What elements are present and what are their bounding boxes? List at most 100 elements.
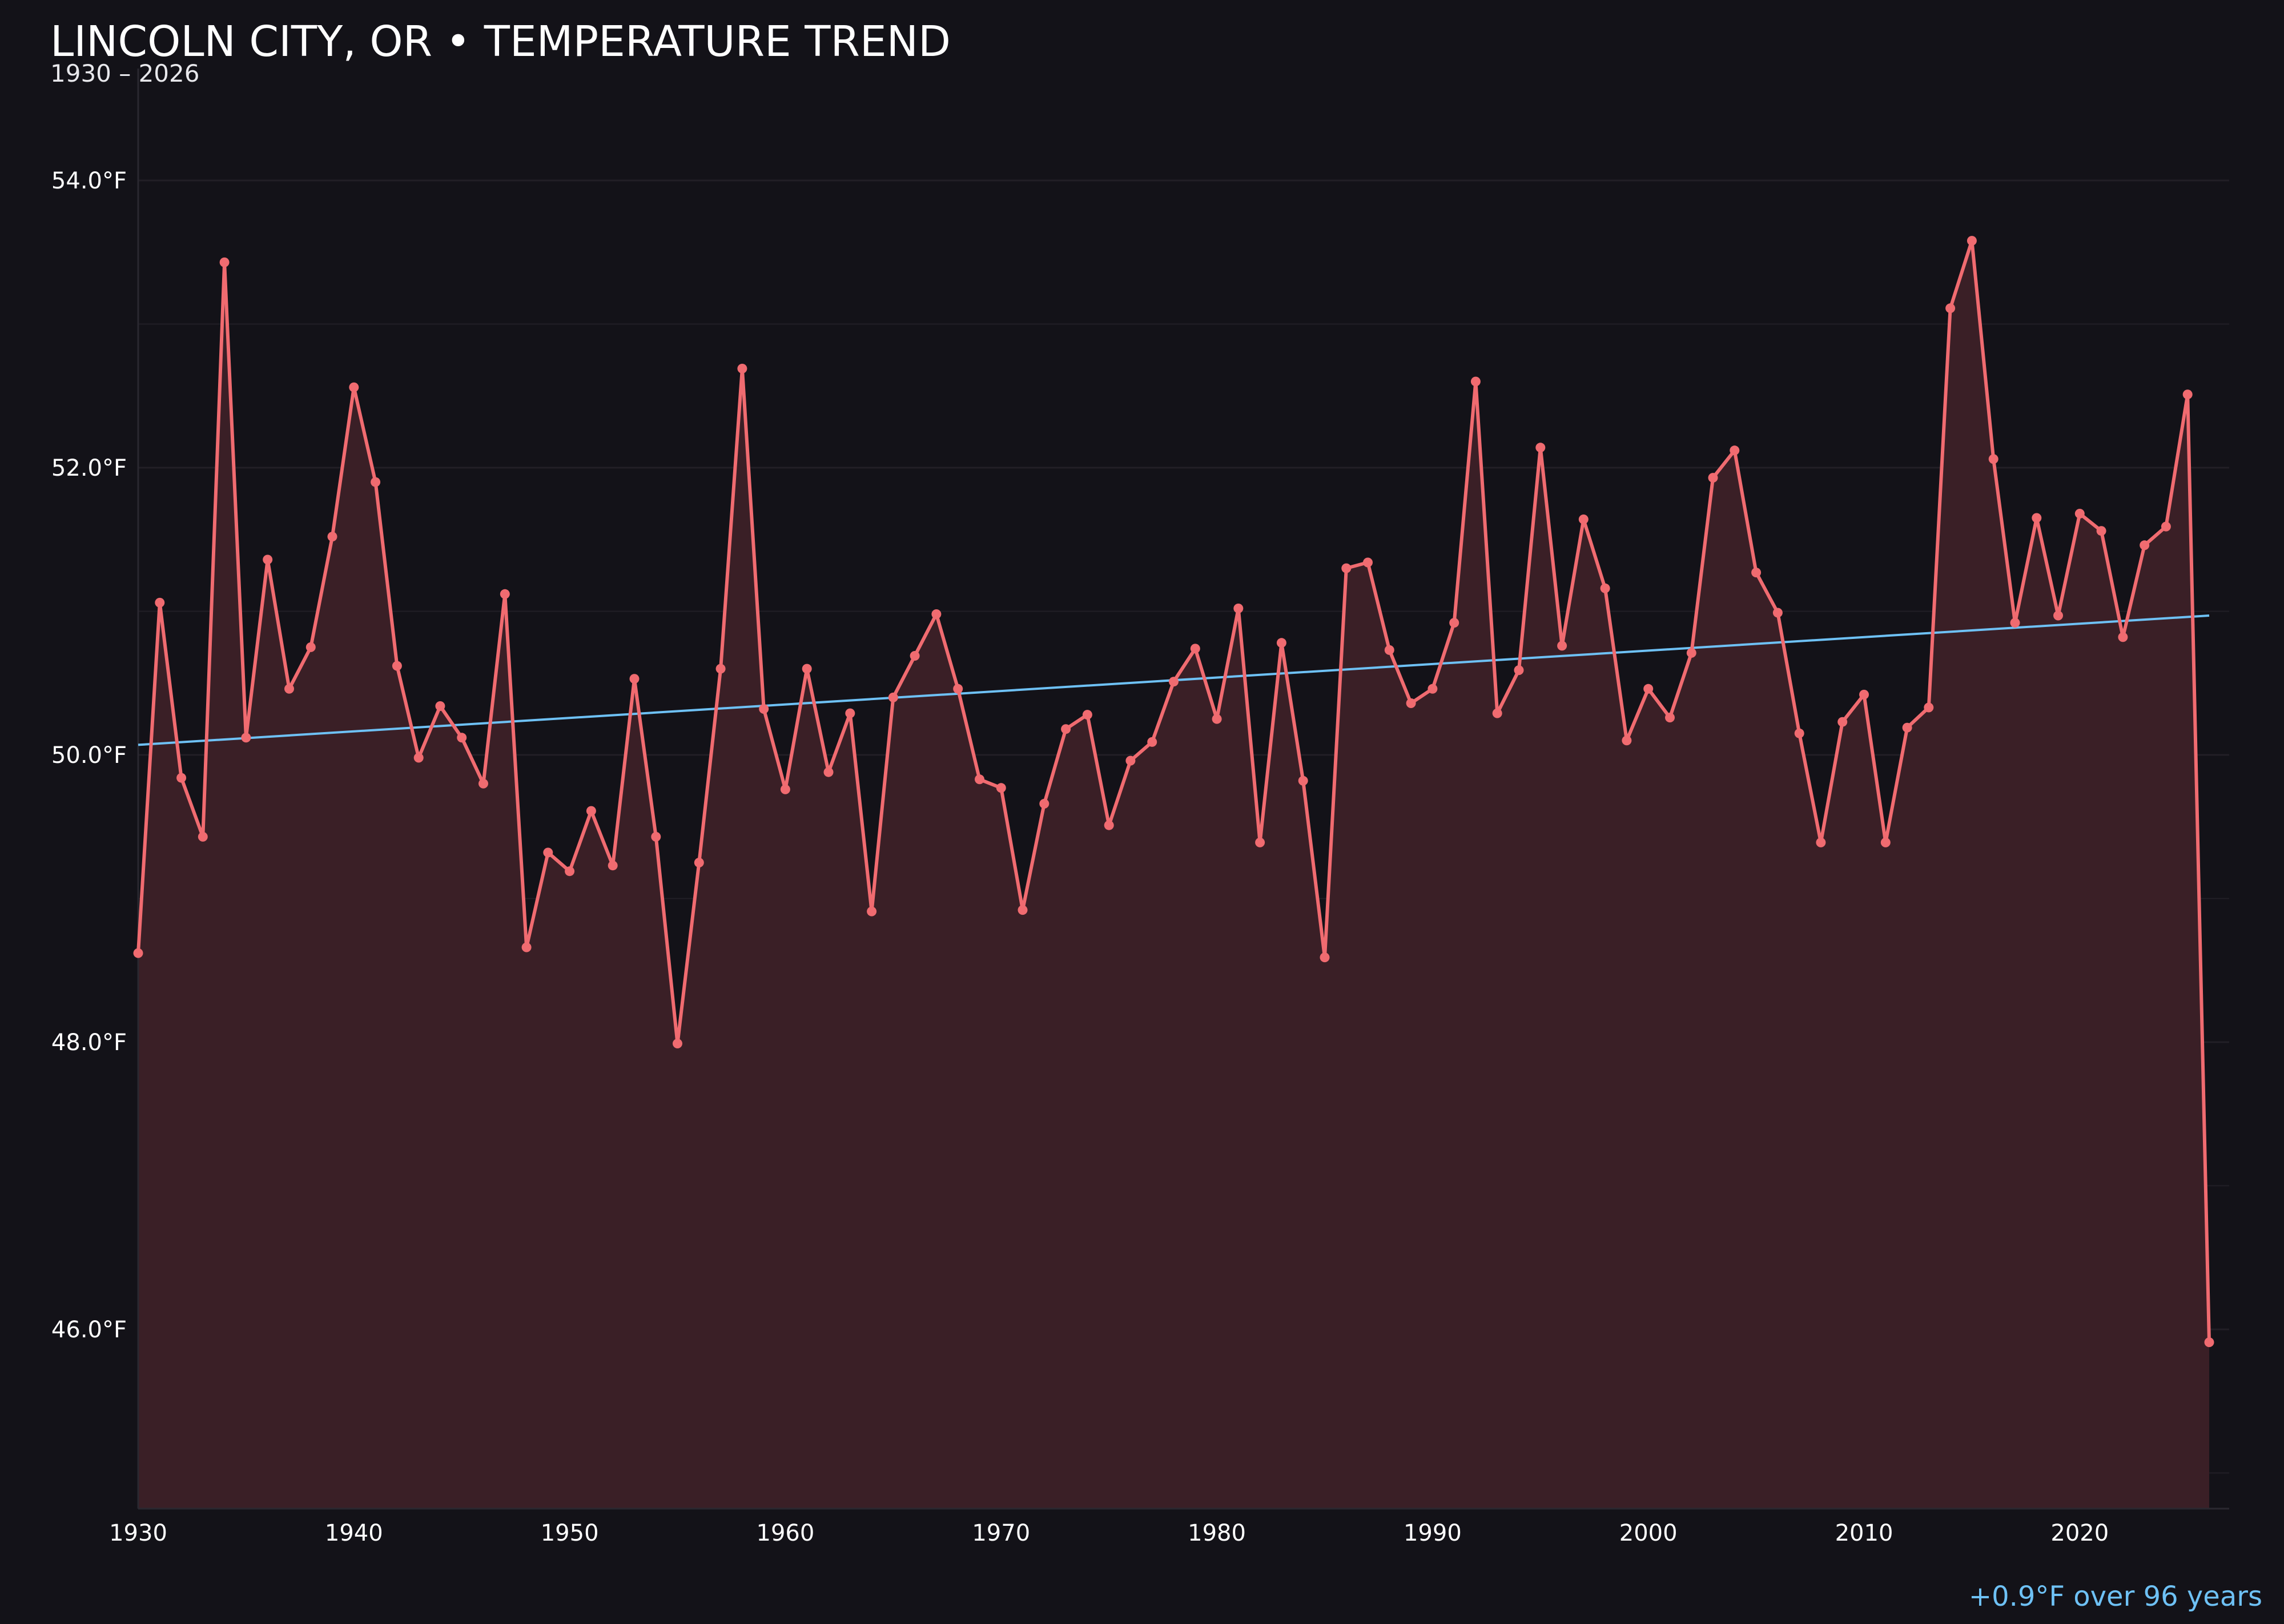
data-point-1995 bbox=[1535, 443, 1546, 453]
data-point-2005 bbox=[1751, 568, 1762, 578]
data-point-1996 bbox=[1557, 641, 1567, 651]
data-point-2014 bbox=[1945, 303, 1956, 313]
data-point-1942 bbox=[392, 661, 402, 671]
data-point-1937 bbox=[284, 684, 294, 694]
x-tick-label: 1970 bbox=[972, 1520, 1030, 1546]
x-tick-label: 1950 bbox=[541, 1520, 599, 1546]
data-point-2011 bbox=[1880, 837, 1891, 847]
data-point-1964 bbox=[867, 906, 877, 916]
data-point-2020 bbox=[2074, 509, 2085, 518]
x-tick-label: 2020 bbox=[2050, 1520, 2109, 1546]
x-tick-label: 1930 bbox=[109, 1520, 167, 1546]
data-point-1985 bbox=[1320, 952, 1330, 963]
data-point-2018 bbox=[2032, 513, 2042, 523]
data-point-1941 bbox=[371, 477, 381, 487]
data-point-1939 bbox=[327, 532, 337, 542]
data-point-1954 bbox=[651, 831, 661, 842]
data-point-1974 bbox=[1082, 710, 1092, 720]
chart-title: LINCOLN CITY, OR • TEMPERATURE TREND bbox=[50, 17, 951, 66]
data-point-1982 bbox=[1255, 837, 1265, 847]
data-point-1968 bbox=[953, 684, 963, 694]
data-point-1959 bbox=[759, 704, 769, 714]
data-point-1947 bbox=[500, 589, 510, 599]
data-point-1953 bbox=[629, 674, 640, 684]
data-point-1948 bbox=[521, 942, 532, 952]
data-point-1934 bbox=[219, 257, 230, 267]
data-point-1933 bbox=[198, 831, 208, 842]
axes bbox=[137, 69, 2229, 1510]
data-point-1975 bbox=[1104, 820, 1114, 830]
data-point-2009 bbox=[1837, 717, 1848, 727]
data-point-1945 bbox=[457, 733, 467, 743]
data-point-1936 bbox=[263, 554, 273, 565]
data-point-1994 bbox=[1514, 665, 1524, 676]
data-point-1956 bbox=[694, 858, 704, 868]
data-point-2010 bbox=[1859, 689, 1869, 700]
data-point-2001 bbox=[1665, 713, 1675, 723]
x-axis-ticks: 1930 1940 1950 1960 1970 1980 1990 2000 2010 2020 bbox=[109, 1520, 2109, 1546]
data-point-1979 bbox=[1190, 644, 1200, 654]
data-point-1932 bbox=[176, 773, 187, 783]
data-point-1966 bbox=[910, 651, 920, 661]
data-point-1963 bbox=[845, 708, 855, 718]
data-point-1991 bbox=[1449, 618, 1459, 628]
x-tick-label: 1940 bbox=[325, 1520, 383, 1546]
data-point-1983 bbox=[1276, 638, 1286, 648]
data-point-2016 bbox=[1988, 454, 1998, 464]
data-point-1973 bbox=[1061, 724, 1071, 734]
data-point-1951 bbox=[586, 806, 596, 816]
data-point-1949 bbox=[543, 847, 553, 858]
data-point-2013 bbox=[1924, 702, 1934, 713]
y-tick-label: 50.0°F bbox=[51, 742, 127, 769]
data-point-1993 bbox=[1492, 708, 1502, 718]
data-point-1987 bbox=[1363, 557, 1373, 568]
y-tick-label: 54.0°F bbox=[51, 168, 127, 194]
data-point-1935 bbox=[241, 733, 251, 743]
data-point-2002 bbox=[1686, 648, 1696, 658]
x-tick-label: 1980 bbox=[1188, 1520, 1246, 1546]
y-axis-ticks: 46.0°F 48.0°F 50.0°F 52.0°F 54.0°F bbox=[51, 168, 127, 1343]
data-point-1984 bbox=[1298, 775, 1308, 786]
data-point-2006 bbox=[1772, 608, 1783, 618]
data-point-1967 bbox=[931, 609, 942, 619]
data-point-1978 bbox=[1169, 677, 1179, 687]
data-point-1981 bbox=[1233, 604, 1244, 613]
data-point-1958 bbox=[737, 364, 747, 373]
data-point-1969 bbox=[975, 774, 984, 785]
y-tick-label: 52.0°F bbox=[51, 455, 127, 481]
area-fill bbox=[138, 240, 2209, 1509]
data-point-1980 bbox=[1212, 714, 1222, 724]
data-point-2003 bbox=[1708, 473, 1718, 483]
data-point-1965 bbox=[888, 692, 898, 702]
y-tick-label: 48.0°F bbox=[51, 1030, 127, 1056]
data-point-2008 bbox=[1816, 837, 1826, 847]
data-point-2012 bbox=[1902, 722, 1912, 733]
data-point-1977 bbox=[1147, 737, 1157, 747]
data-points bbox=[133, 236, 2214, 1348]
data-point-1976 bbox=[1125, 755, 1136, 766]
data-point-2022 bbox=[2118, 632, 2128, 642]
data-point-2024 bbox=[2161, 521, 2171, 532]
data-point-1938 bbox=[305, 642, 316, 652]
data-point-1997 bbox=[1578, 514, 1589, 524]
y-tick-label: 46.0°F bbox=[51, 1317, 127, 1343]
data-point-1970 bbox=[996, 783, 1006, 793]
data-point-2026 bbox=[2204, 1337, 2214, 1348]
data-point-2007 bbox=[1794, 728, 1804, 738]
data-point-2019 bbox=[2053, 610, 2063, 621]
data-point-1957 bbox=[715, 664, 726, 674]
data-point-2017 bbox=[2010, 618, 2020, 628]
data-point-1999 bbox=[1622, 735, 1632, 746]
data-point-1940 bbox=[349, 382, 359, 392]
data-point-1960 bbox=[780, 784, 790, 794]
data-point-2004 bbox=[1730, 445, 1740, 456]
x-tick-label: 2000 bbox=[1619, 1520, 1678, 1546]
data-point-1988 bbox=[1384, 645, 1394, 655]
trend-annotation: +0.9°F over 96 years bbox=[1968, 1581, 2262, 1613]
data-point-2025 bbox=[2182, 389, 2193, 400]
data-point-1955 bbox=[673, 1039, 682, 1048]
data-point-1986 bbox=[1341, 563, 1352, 573]
data-point-2000 bbox=[1643, 684, 1654, 694]
data-point-1992 bbox=[1470, 376, 1481, 387]
